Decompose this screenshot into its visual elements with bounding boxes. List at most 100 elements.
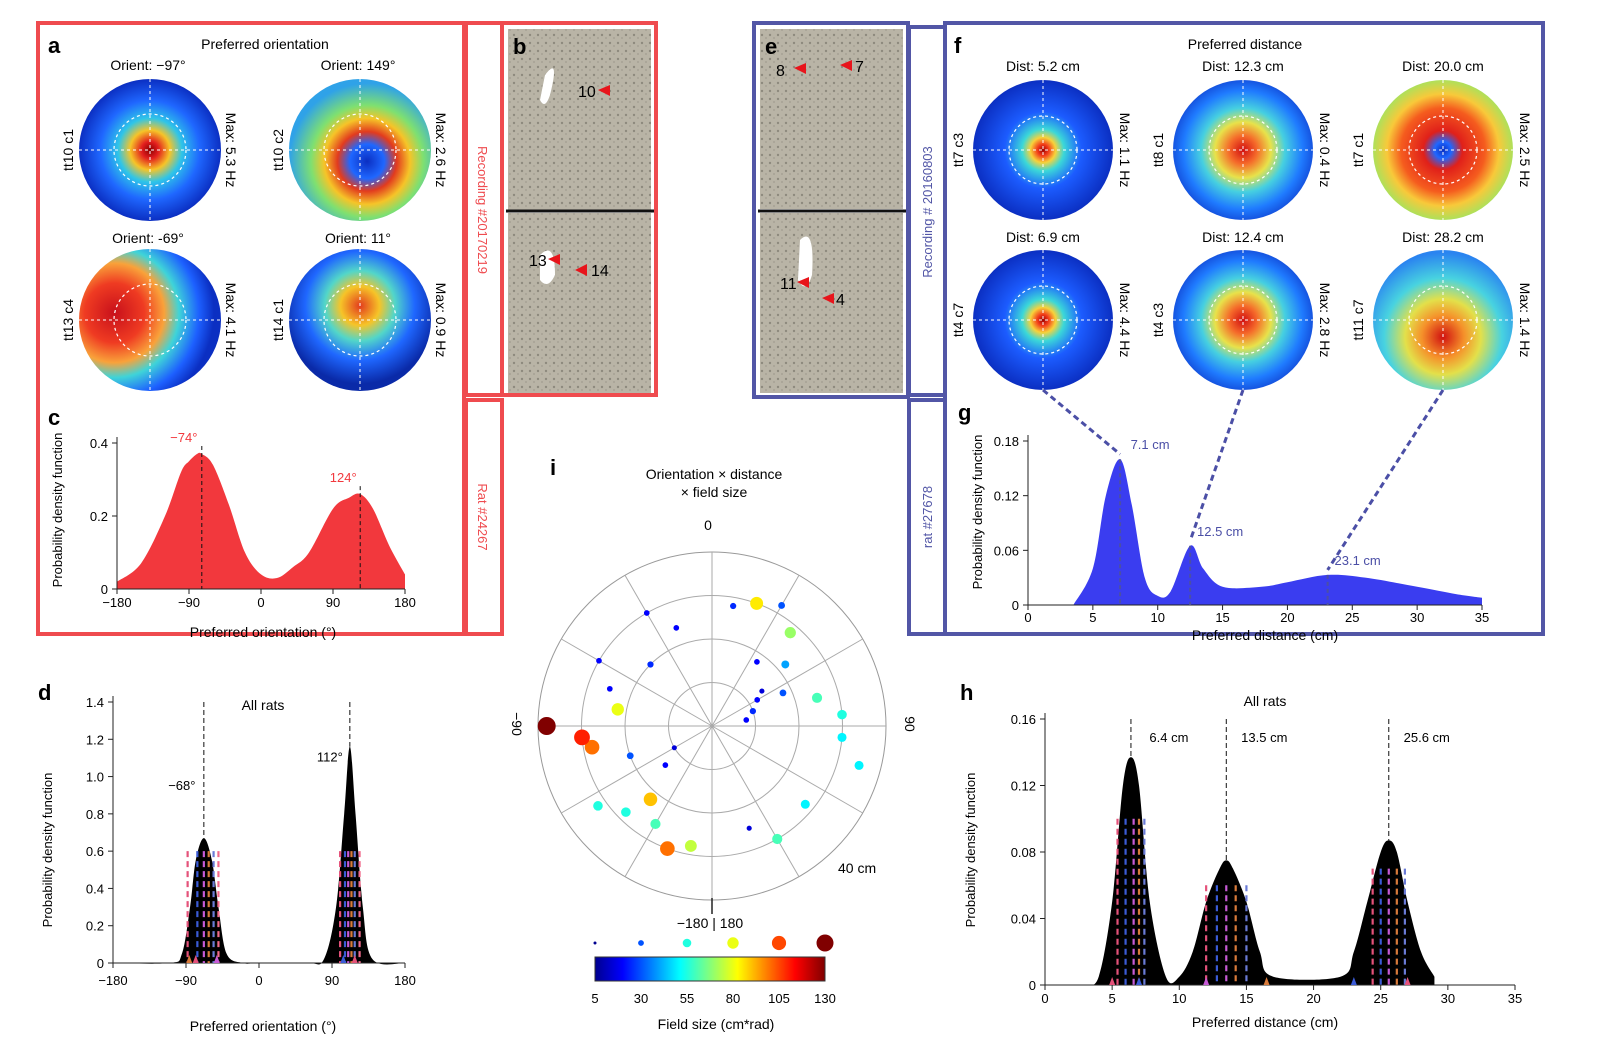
rate-map xyxy=(289,79,431,221)
x-tick-label: −180 xyxy=(98,973,127,988)
scatter-point xyxy=(593,801,603,811)
panel-f: f Preferred distance Dist: 5.2 cm tt7 c3… xyxy=(950,33,1533,390)
charts-layer: −180 −90 0 90 180 0 0.2 0.4 −74° 124° −180 −90 0 90 18… xyxy=(86,388,1522,1006)
y-tick-label: 0.4 xyxy=(90,436,108,451)
rate-map xyxy=(973,250,1113,390)
rat-label-a: Rat #24267 xyxy=(475,483,490,550)
scatter-point xyxy=(574,729,590,746)
max-label: Max: 5.3 Hz xyxy=(223,113,239,188)
scatter-point xyxy=(673,625,680,631)
scatter-point xyxy=(778,602,785,609)
panel-letter: e xyxy=(765,34,777,59)
panel-a: a Preferred orientation Orient: −97° tt1… xyxy=(48,33,449,391)
rate-map xyxy=(79,249,221,391)
connector-line xyxy=(1326,389,1445,571)
y-tick-label: 0.4 xyxy=(86,881,104,896)
scatter-point xyxy=(684,840,697,852)
chart-title: All rats xyxy=(1244,693,1287,709)
y-axis-label: Probability density function xyxy=(970,435,985,590)
panel-letter: c xyxy=(48,405,60,430)
subject-marker xyxy=(1203,977,1210,985)
scatter-point xyxy=(746,825,752,831)
subject-marker xyxy=(1350,977,1357,985)
polar-spoke xyxy=(624,725,713,877)
y-tick-label: 0 xyxy=(97,956,104,971)
frames xyxy=(36,21,1545,636)
x-tick-label: 180 xyxy=(394,973,416,988)
scatter-point xyxy=(781,660,790,669)
polar-spoke xyxy=(711,575,800,727)
cell-label: tt11 c7 xyxy=(1350,299,1366,340)
scatter-point xyxy=(671,745,677,751)
x-tick-label: 25 xyxy=(1373,991,1387,1006)
max-label: Max: 4.4 Hz xyxy=(1117,283,1133,358)
subject-marker xyxy=(340,955,347,963)
max-label: Max: 1.4 Hz xyxy=(1517,283,1533,358)
peak-label: 7.1 cm xyxy=(1131,437,1170,452)
panel-e: e 8 7 11 4 xyxy=(758,29,906,393)
max-label: Max: 2.6 Hz xyxy=(433,113,449,188)
y-tick-label: 0.6 xyxy=(86,844,104,859)
scatter-point xyxy=(626,752,634,760)
panel-letter: i xyxy=(550,455,556,480)
size-legend-dot xyxy=(682,938,692,948)
y-tick-label: 1.2 xyxy=(86,732,104,747)
polar-plot xyxy=(537,551,887,952)
panel-title: Preferred orientation xyxy=(201,36,329,52)
subject-marker xyxy=(1263,977,1270,985)
scatter-point xyxy=(811,692,823,703)
scatter-point xyxy=(784,627,796,639)
cell-label: tt7 c1 xyxy=(1350,133,1366,167)
histology-image xyxy=(508,29,651,210)
colorbar-tick-label: 55 xyxy=(680,991,694,1006)
map-orient-label: Orient: −97° xyxy=(110,57,185,73)
size-legend-dot xyxy=(727,937,739,949)
scatter-point xyxy=(749,708,756,715)
rate-map xyxy=(289,249,431,391)
x-tick-label: 15 xyxy=(1215,610,1229,625)
map-dist-label: Dist: 28.2 cm xyxy=(1402,229,1484,245)
rate-map xyxy=(1173,80,1313,220)
y-tick-label: 1.0 xyxy=(86,770,104,785)
y-tick-label: 0.16 xyxy=(1011,712,1036,727)
map-dist-label: Dist: 12.3 cm xyxy=(1202,58,1284,74)
scatter-point xyxy=(584,739,600,755)
y-axis-label: Probability density function xyxy=(50,433,65,588)
x-axis-label: Preferred distance (cm) xyxy=(1192,1014,1338,1030)
x-tick-label: 10 xyxy=(1150,610,1164,625)
frame-f-g xyxy=(943,21,1545,636)
map-overlays xyxy=(973,80,1513,390)
x-tick-label: 35 xyxy=(1475,610,1489,625)
peak-label: 13.5 cm xyxy=(1241,730,1287,745)
y-tick-label: 0.18 xyxy=(994,434,1019,449)
colorbar-tick-label: 105 xyxy=(768,991,790,1006)
cell-label: tt14 c1 xyxy=(270,299,286,341)
rate-map xyxy=(973,80,1113,220)
polar-spoke xyxy=(711,725,863,814)
scatter-point xyxy=(754,697,761,703)
x-tick-label: 0 xyxy=(255,973,262,988)
polar-angle-label: 0 xyxy=(704,517,712,533)
polar-angle-label: 90 xyxy=(902,716,918,732)
rate-map xyxy=(79,79,221,221)
cell-label: tt4 c3 xyxy=(1150,303,1166,337)
y-tick-label: 0.2 xyxy=(90,509,108,524)
y-tick-label: 0.12 xyxy=(1011,779,1036,794)
panel-title: Preferred distance xyxy=(1188,36,1303,52)
scatter-point xyxy=(759,688,765,694)
cell-label: tt10 c2 xyxy=(270,129,286,171)
marker-label: 7 xyxy=(855,59,864,76)
y-tick-label: 0.8 xyxy=(86,807,104,822)
y-tick-label: 0.2 xyxy=(86,919,104,934)
frame-rat-a xyxy=(464,398,504,636)
x-tick-label: 90 xyxy=(325,973,339,988)
x-tick-label: 20 xyxy=(1280,610,1294,625)
map-orient-label: Orient: -69° xyxy=(112,230,184,246)
map-dist-label: Dist: 20.0 cm xyxy=(1402,58,1484,74)
density-area xyxy=(1085,757,1435,986)
peak-label: 6.4 cm xyxy=(1149,730,1188,745)
x-axis-label: Preferred orientation (°) xyxy=(190,624,336,640)
colorbar-tick-label: 80 xyxy=(726,991,740,1006)
panel-letter: g xyxy=(958,400,971,425)
subject-marker xyxy=(1136,977,1142,985)
